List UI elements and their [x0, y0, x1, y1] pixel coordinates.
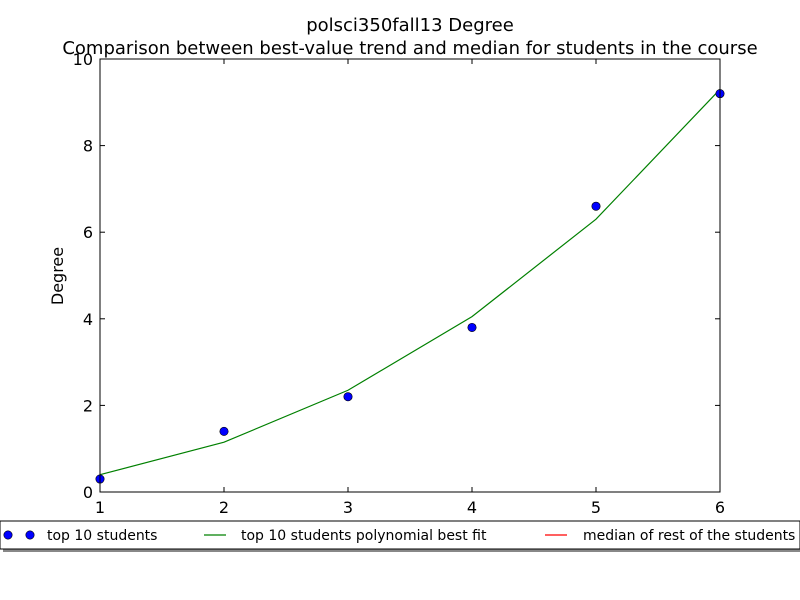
- legend-marker: [3, 530, 13, 540]
- x-tick-label: 3: [343, 498, 353, 517]
- x-tick-label: 4: [467, 498, 477, 517]
- chart-subtitle: Comparison between best-value trend and …: [62, 38, 757, 59]
- legend-label: median of rest of the students: [583, 528, 795, 544]
- x-tick-label: 5: [591, 498, 601, 517]
- y-tick-label: 10: [73, 50, 93, 69]
- axes-frame: [99, 58, 721, 493]
- plot-area: 1 2 3 4 5 6 0 2 4 6 8 10: [73, 50, 725, 517]
- chart-title: polsci350fall13 Degree: [306, 15, 514, 36]
- y-axis-label: Degree: [48, 247, 67, 305]
- x-tick-label: 1: [95, 498, 105, 517]
- data-point: [343, 392, 353, 402]
- legend: top 10 students top 10 students polynomia…: [0, 520, 800, 552]
- y-tick-label: 0: [83, 483, 93, 502]
- data-point: [591, 201, 601, 211]
- legend-label: top 10 students: [47, 528, 157, 544]
- data-point: [219, 426, 229, 436]
- x-tick-label: 6: [715, 498, 725, 517]
- x-tick-label: 2: [219, 498, 229, 517]
- data-point: [467, 322, 477, 332]
- y-tick-label: 2: [83, 396, 93, 415]
- legend-marker: [25, 530, 35, 540]
- y-tick-label: 6: [83, 223, 93, 242]
- legend-frame: [0, 520, 800, 550]
- legend-label: top 10 students polynomial best fit: [241, 528, 487, 544]
- y-tick-label: 8: [83, 137, 93, 156]
- y-tick-label: 4: [83, 310, 93, 329]
- data-series-group: [95, 88, 725, 484]
- series-line-1: [99, 88, 721, 476]
